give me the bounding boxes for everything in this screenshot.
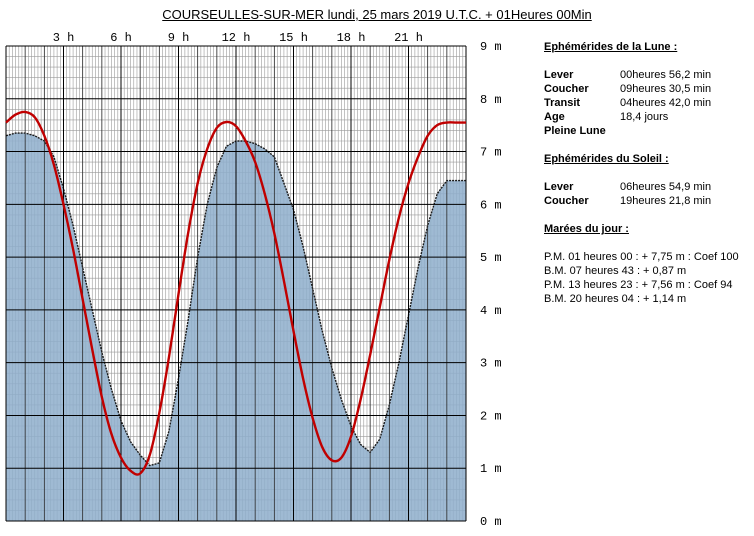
x-tick-label: 12 h: [222, 31, 251, 45]
x-tick-label: 15 h: [279, 31, 308, 45]
line-layer: [5, 110, 466, 476]
y-tick-label: 0 m: [480, 515, 502, 529]
x-tick-label: 6 h: [110, 31, 132, 45]
sun-ephemeris: Lever 06heures 54,9 min Coucher 19heures 21…: [544, 180, 754, 208]
y-tick-label: 8 m: [480, 93, 502, 107]
moon-row: Transit 04heures 42,0 min: [544, 96, 754, 110]
tides-list: P.M. 01 heures 00 : + 7,75 m : Coef 100 B…: [544, 250, 754, 306]
y-tick-label: 7 m: [480, 146, 502, 160]
y-tick-label: 1 m: [480, 462, 502, 476]
y-tick-label: 9 m: [480, 40, 502, 54]
sun-label: Lever: [544, 181, 574, 193]
tides-heading: Marées du jour :: [544, 223, 629, 235]
x-tick-label: 18 h: [337, 31, 366, 45]
tide-entry: P.M. 01 heures 00 : + 7,75 m : Coef 100: [544, 251, 739, 263]
chart-title: COURSEULLES-SUR-MER lundi, 25 mars 2019 …: [162, 7, 592, 22]
y-tick-label: 5 m: [480, 251, 502, 265]
y-tick-label: 4 m: [480, 304, 502, 318]
moon-label: Coucher: [544, 83, 589, 95]
moon-row: Age 18,4 jours: [544, 110, 754, 124]
moon-row: Coucher 09heures 30,5 min: [544, 82, 754, 96]
tide-entry: B.M. 07 heures 43 : + 0,87 m: [544, 265, 687, 277]
tide-entry: P.M. 13 heures 23 : + 7,56 m : Coef 94: [544, 279, 733, 291]
y-tick-label: 6 m: [480, 198, 502, 212]
sun-value: 06heures 54,9 min: [620, 181, 712, 193]
moon-value: 09heures 30,5 min: [620, 83, 712, 95]
moon-label: Pleine Lune: [544, 125, 606, 137]
sun-row: Lever 06heures 54,9 min: [544, 180, 754, 194]
y-tick-label: 3 m: [480, 357, 502, 371]
sun-heading: Ephémérides du Soleil :: [544, 153, 669, 165]
moon-row: Pleine Lune: [544, 124, 754, 138]
y-tick-label: 2 m: [480, 409, 502, 423]
moon-row: Lever 00heures 56,2 min: [544, 68, 754, 82]
moon-label: Lever: [544, 69, 574, 81]
tide-prediction-line: [5, 110, 466, 476]
x-tick-label: 3 h: [53, 31, 75, 45]
major-grid: [5, 45, 467, 522]
moon-label: Transit: [544, 97, 581, 109]
sun-label: Coucher: [544, 195, 589, 207]
x-tick-labels: 3 h 6 h 9 h 12 h 15 h 18 h 21 h: [53, 31, 423, 45]
moon-label: Age: [544, 111, 565, 123]
x-tick-label: 21 h: [394, 31, 423, 45]
x-tick-label: 9 h: [168, 31, 190, 45]
y-tick-labels: 0 m 1 m 2 m 3 m 4 m 5 m 6 m 7 m 8 m 9 m: [480, 40, 502, 529]
moon-value: 00heures 56,2 min: [620, 69, 712, 81]
sun-value: 19heures 21,8 min: [620, 195, 712, 207]
info-panel: Ephémérides de la Lune : Lever 00heures 5…: [544, 40, 754, 306]
moon-ephemeris: Lever 00heures 56,2 min Coucher 09heures 30…: [544, 68, 754, 138]
sun-row: Coucher 19heures 21,8 min: [544, 194, 754, 208]
moon-value: 18,4 jours: [620, 111, 669, 123]
moon-value: 04heures 42,0 min: [620, 97, 712, 109]
tide-entry: B.M. 20 heures 04 : + 1,14 m: [544, 293, 687, 305]
tide-chart: 3 h 6 h 9 h 12 h 15 h 18 h 21 h 0 m 1 m 2 m 3 m 4 …: [5, 31, 502, 529]
moon-heading: Ephémérides de la Lune :: [544, 41, 678, 53]
